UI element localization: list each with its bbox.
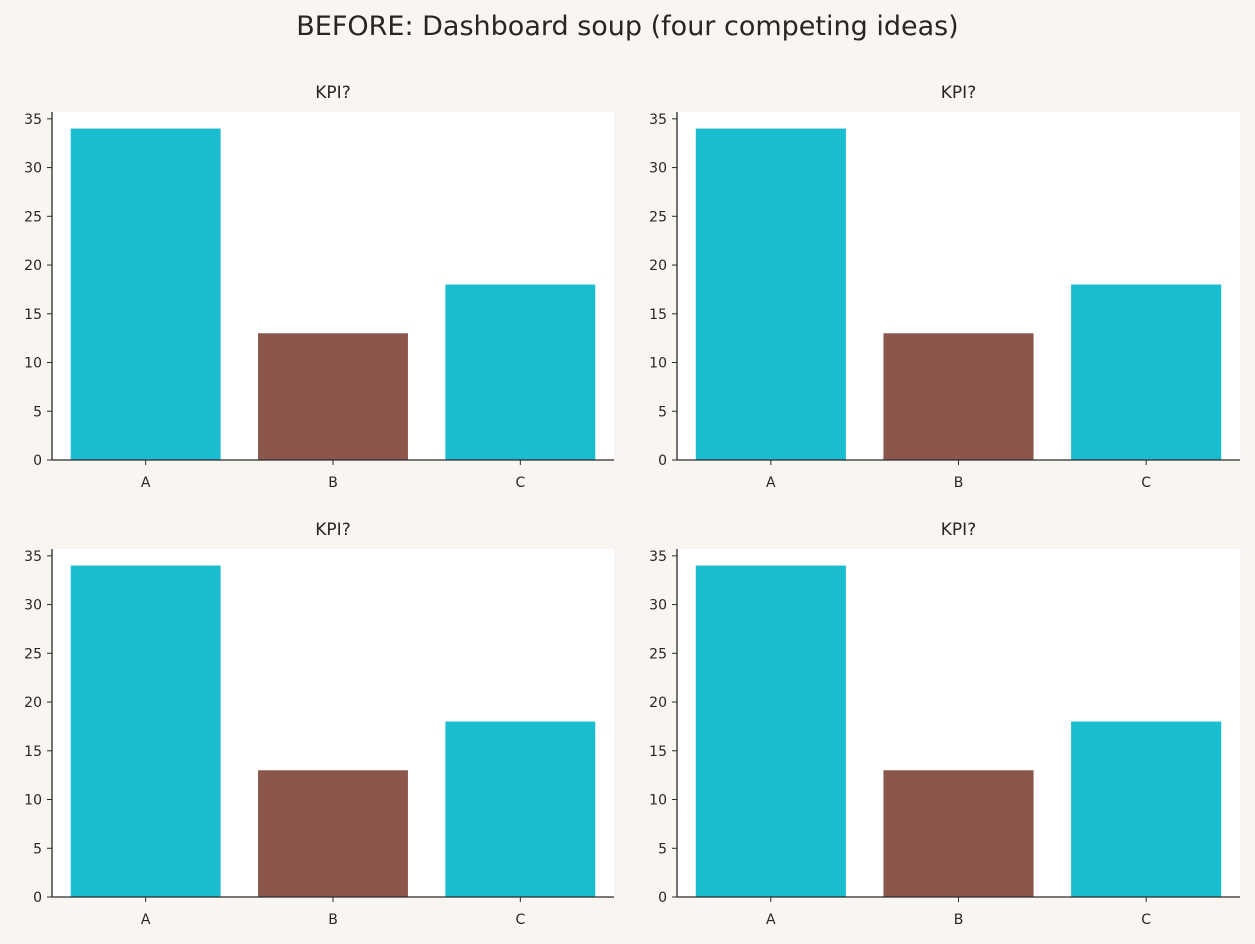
y-tick-label: 25 <box>24 209 42 225</box>
bar-c <box>1071 284 1222 460</box>
y-tick-label: 25 <box>649 646 667 662</box>
x-tick-label: B <box>954 475 964 491</box>
y-tick-label: 5 <box>33 404 42 420</box>
y-tick-label: 20 <box>649 695 667 711</box>
y-tick-label: 30 <box>649 598 667 614</box>
y-tick-label: 25 <box>24 646 42 662</box>
bar-b <box>258 770 408 897</box>
y-tick-label: 0 <box>33 453 42 469</box>
x-tick-label: A <box>141 912 151 928</box>
y-tick-label: 10 <box>649 356 667 372</box>
y-tick-label: 30 <box>24 598 42 614</box>
y-tick-label: 30 <box>649 161 667 177</box>
y-tick-label: 15 <box>24 307 42 323</box>
chart-panel-3: A B C 0 5 10 15 20 25 30 35 KPI? <box>24 520 614 928</box>
x-tick-label: B <box>954 912 964 928</box>
y-tick-label: 0 <box>658 890 667 906</box>
y-tick-label: 15 <box>649 307 667 323</box>
y-tick-label: 0 <box>33 890 42 906</box>
bar-a <box>70 128 221 461</box>
figure-title: BEFORE: Dashboard soup (four competing i… <box>296 11 959 42</box>
x-tick-label: A <box>141 475 151 491</box>
bar-b <box>258 333 408 460</box>
x-tick-label: B <box>328 475 338 491</box>
y-tick-label: 20 <box>649 258 667 274</box>
y-tick-label: 5 <box>658 841 667 857</box>
y-tick-label: 5 <box>658 404 667 420</box>
y-tick-label: 30 <box>24 161 42 177</box>
chart-panel-4: A B C 0 5 10 15 20 25 30 35 KPI? <box>649 520 1240 928</box>
chart-title: KPI? <box>941 520 976 540</box>
bar-b <box>883 333 1034 460</box>
y-tick-label: 10 <box>24 793 42 809</box>
y-tick-label: 35 <box>24 549 42 565</box>
chart-panel-2: A B C 0 5 10 15 20 25 30 35 KPI? <box>649 83 1240 491</box>
x-tick-label: A <box>766 475 776 491</box>
x-tick-label: A <box>766 912 776 928</box>
y-tick-label: 35 <box>24 112 42 128</box>
bar-c <box>445 721 596 897</box>
chart-title: KPI? <box>941 83 976 103</box>
x-tick-label: B <box>328 912 338 928</box>
chart-panel-1: A B C 0 5 10 15 20 25 30 35 KPI? <box>24 83 614 491</box>
y-tick-label: 20 <box>24 258 42 274</box>
bar-c <box>1071 721 1222 897</box>
x-tick-label: C <box>515 475 525 491</box>
bar-a <box>70 565 221 897</box>
y-tick-label: 35 <box>649 112 667 128</box>
x-tick-label: C <box>1141 475 1151 491</box>
y-tick-label: 35 <box>649 549 667 565</box>
y-tick-label: 25 <box>649 209 667 225</box>
y-tick-label: 10 <box>649 793 667 809</box>
y-tick-label: 20 <box>24 695 42 711</box>
bar-a <box>695 128 846 461</box>
y-tick-label: 0 <box>658 453 667 469</box>
bar-c <box>445 284 596 460</box>
y-tick-label: 10 <box>24 356 42 372</box>
bar-a <box>695 565 846 897</box>
chart-title: KPI? <box>315 520 350 540</box>
y-tick-label: 15 <box>24 744 42 760</box>
x-tick-label: C <box>1141 912 1151 928</box>
bar-b <box>883 770 1034 897</box>
chart-title: KPI? <box>315 83 350 103</box>
y-tick-label: 15 <box>649 744 667 760</box>
x-tick-label: C <box>515 912 525 928</box>
y-tick-label: 5 <box>33 841 42 857</box>
